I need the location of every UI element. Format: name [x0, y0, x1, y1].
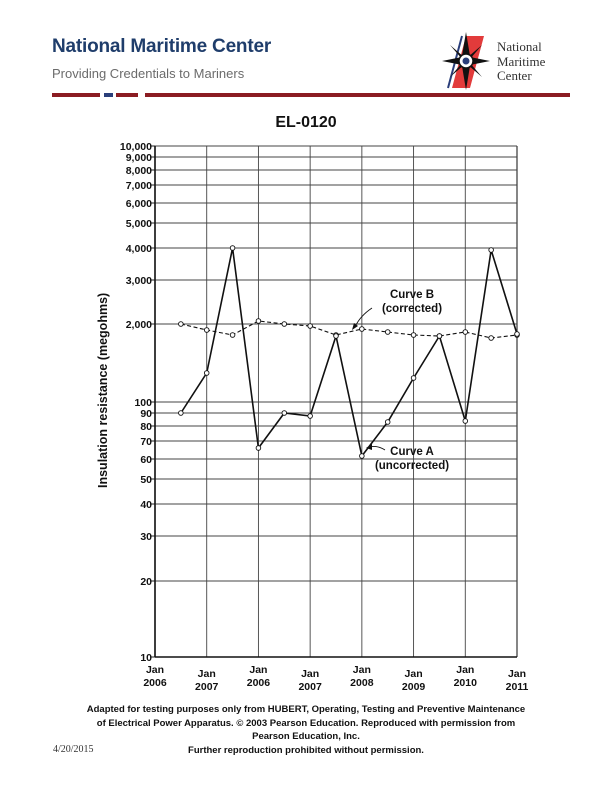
header-title: National Maritime Center: [52, 36, 272, 57]
data-point: [281, 410, 288, 416]
y-tick-label: 30: [140, 531, 152, 543]
x-tick-label: Jan: [301, 668, 319, 680]
y-tick-label: 6,000: [126, 198, 152, 210]
x-tick-label: 2011: [506, 681, 529, 693]
y-tick-label: 100: [134, 397, 152, 409]
svg-text:(corrected): (corrected): [382, 303, 442, 315]
y-tick-label: 10: [140, 652, 152, 664]
x-tick-label: 2006: [247, 677, 271, 689]
curve-b-line: [178, 318, 520, 341]
y-tick-label: 70: [140, 436, 152, 448]
y-tick-label: 80: [140, 421, 152, 433]
y-tick-label: 20: [140, 576, 152, 588]
svg-text:Curve A: Curve A: [390, 446, 434, 458]
x-tick-label: Jan: [146, 664, 164, 676]
data-point: [384, 419, 391, 425]
footer-line: Further reproduction prohibited without …: [188, 744, 424, 756]
data-point: [255, 318, 262, 324]
data-point: [203, 370, 210, 376]
compass-logo-icon: [442, 32, 490, 90]
footer-credit: Adapted for testing purposes only from H…: [0, 703, 612, 757]
data-point: [178, 321, 184, 327]
logo-text-line: National: [497, 39, 542, 54]
header-rule: [145, 93, 570, 97]
data-point: [436, 333, 443, 339]
y-tick-label: 40: [140, 499, 152, 511]
y-tick-label: 60: [140, 454, 152, 466]
y-tick-label: 50: [140, 474, 152, 486]
footer-line: Adapted for testing purposes only from H…: [86, 704, 526, 715]
data-point: [462, 418, 469, 424]
x-tick-label: 2006: [143, 677, 167, 689]
data-point: [514, 331, 520, 337]
data-point: [178, 410, 184, 416]
data-point: [281, 321, 288, 327]
y-tick-label: 2,000: [126, 319, 152, 331]
data-point: [410, 332, 417, 338]
x-tick-label: 2010: [454, 677, 478, 689]
svg-text:Curve B: Curve B: [390, 289, 434, 301]
data-point: [488, 247, 494, 253]
data-point: [229, 245, 236, 251]
page-date: 4/20/2015: [53, 744, 94, 755]
y-axis-label: Insulation resistance (megohms): [96, 292, 110, 488]
y-tick-label: 90: [140, 408, 152, 420]
logo-text-line: Center: [497, 68, 532, 83]
curve-a-annotation: Curve A (uncorrected): [366, 444, 449, 472]
header-subtitle: Providing Credentials to Mariners: [52, 66, 245, 81]
x-tick-label: 2009: [402, 681, 426, 693]
y-tick-label: 8,000: [126, 165, 152, 177]
data-point: [410, 375, 417, 381]
x-tick-label: Jan: [405, 668, 423, 680]
curve-b-annotation: Curve B (corrected): [352, 289, 442, 330]
data-point: [488, 335, 494, 341]
y-tick-label: 9,000: [126, 152, 152, 164]
data-point: [359, 453, 365, 459]
x-tick-label: Jan: [508, 668, 526, 680]
y-tick-label: 3,000: [126, 275, 152, 287]
gridlines: [150, 145, 518, 658]
x-tick-label: Jan: [456, 664, 474, 676]
x-tick-label: Jan: [249, 664, 267, 676]
x-tick-label: 2007: [195, 681, 219, 693]
logo-text: National Maritime Center: [497, 39, 546, 84]
data-point: [333, 333, 339, 339]
header-rule: [116, 93, 138, 97]
data-point: [255, 445, 262, 451]
data-point: [307, 413, 313, 419]
footer-line: of Electrical Power Apparatus. © 2003 Pe…: [96, 717, 516, 729]
header-rule: [52, 93, 100, 97]
x-tick-label: Jan: [198, 668, 216, 680]
data-point: [203, 327, 210, 333]
data-point: [462, 329, 469, 335]
y-tick-label: 4,000: [126, 243, 152, 255]
footer-line: Pearson Education, Inc.: [252, 731, 360, 742]
x-tick-label: Jan: [353, 664, 371, 676]
data-point: [384, 329, 391, 335]
chart-title: EL-0120: [275, 114, 337, 131]
data-point: [229, 332, 236, 338]
svg-text:(uncorrected): (uncorrected): [375, 460, 449, 472]
y-tick-label: 10,000: [120, 141, 152, 153]
curve-a-line: [178, 245, 520, 459]
y-tick-label: 7,000: [126, 180, 152, 192]
y-tick-label: 5,000: [126, 218, 152, 230]
data-point: [307, 323, 313, 329]
x-tick-label: 2008: [350, 677, 374, 689]
data-point: [359, 326, 365, 332]
x-tick-label: 2007: [298, 681, 322, 693]
header-rule-accent: [104, 93, 113, 97]
logo-text-line: Maritime: [497, 53, 546, 69]
